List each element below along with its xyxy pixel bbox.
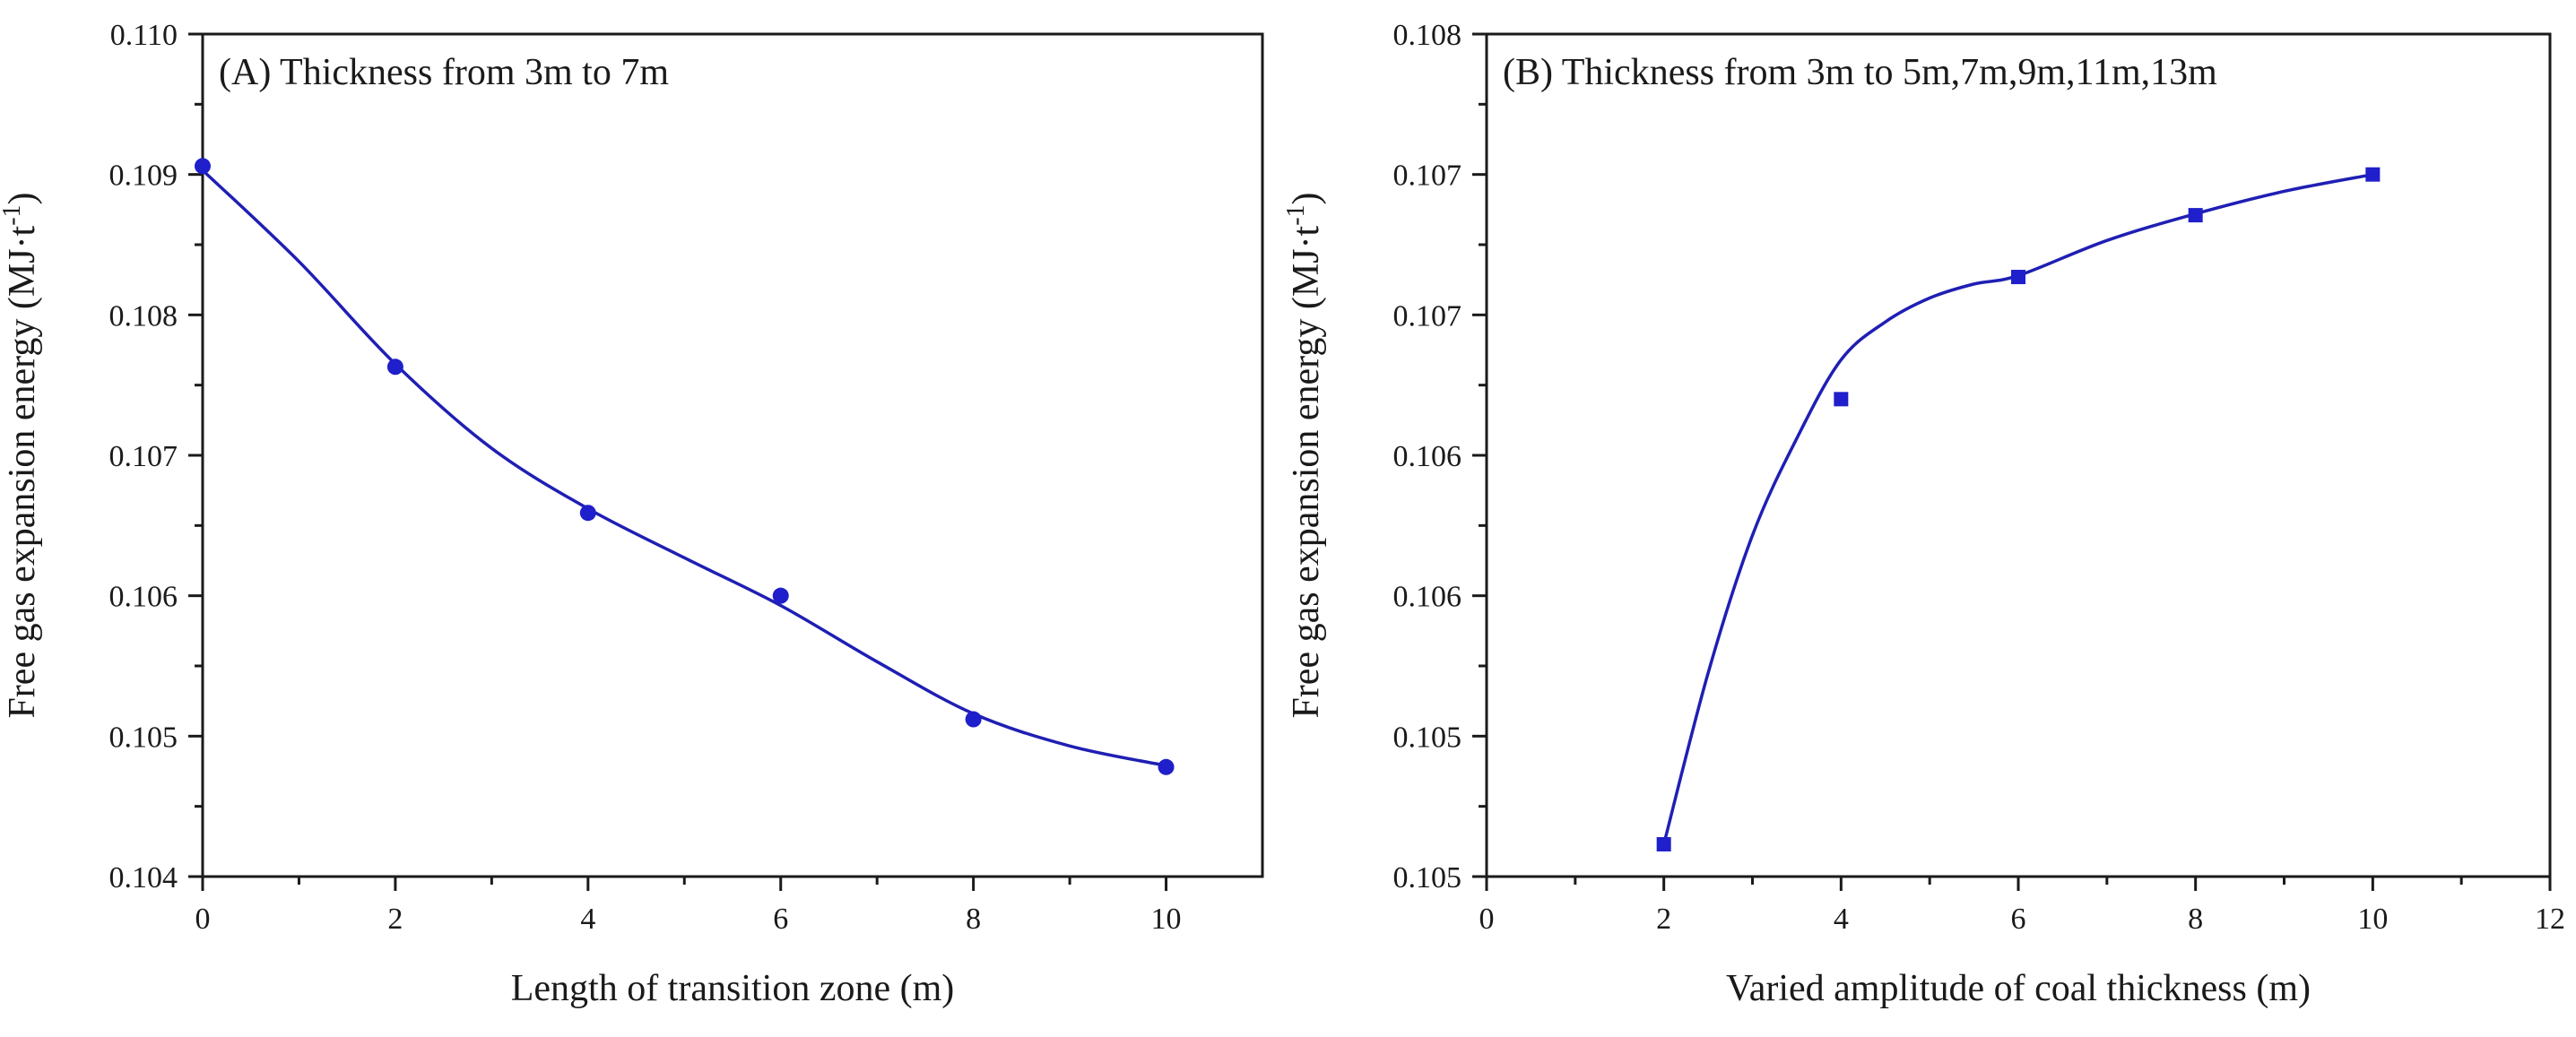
panel-a-y-tick-label: 0.105 — [109, 721, 178, 754]
panel-b-y-tick-label: 0.105 — [1393, 721, 1462, 754]
panel-a-x-tick-label: 4 — [580, 903, 595, 936]
panel-a-panel-label: (A) Thickness from 3m to 7m — [219, 52, 669, 93]
panel-a-plot-frame — [201, 32, 1264, 878]
panel-a-y-tick-label: 0.108 — [109, 299, 178, 333]
panel-a-data-point — [772, 587, 789, 604]
panel-b-data-point — [1834, 392, 1849, 407]
panel-a-x-tick-label: 10 — [1151, 903, 1182, 936]
panel-b-data-point — [2188, 208, 2203, 223]
panel-b-x-tick-label: 10 — [2357, 903, 2388, 936]
panel-a-y-axis-title: Free gas expansion energy (MJ·t-1) — [0, 192, 43, 718]
panel-b-y-tick-label: 0.106 — [1393, 581, 1462, 614]
panel-b-panel-label: (B) Thickness from 3m to 5m,7m,9m,11m,13… — [1503, 52, 2217, 93]
panel-a-data-point — [195, 158, 211, 175]
panel-b-x-tick-label: 8 — [2188, 903, 2203, 936]
panel-b-y-axis-title: Free gas expansion energy (MJ·t-1) — [1282, 192, 1327, 718]
panel-b-y-tick-label: 0.106 — [1393, 440, 1462, 473]
panel-b-y-tick-label: 0.105 — [1393, 861, 1462, 894]
panel-b-y-tick-label: 0.108 — [1393, 19, 1462, 52]
panel-b-chart: 0 2 4 6 8 10 12 0.105 0.105 0.106 0.106 0.107 0.107 0… — [1282, 19, 2565, 1009]
panel-a-y-tick-label: 0.110 — [110, 19, 178, 52]
panel-a-x-tick-label: 0 — [195, 903, 211, 936]
panel-b-x-tick-label: 0 — [1479, 903, 1495, 936]
panel-a-x-tick-label: 6 — [773, 903, 788, 936]
panel-a-data-point — [1158, 758, 1175, 775]
panel-a-data-point — [965, 711, 982, 728]
panel-b-x-axis-title: Varied amplitude of coal thickness (m) — [1726, 968, 2311, 1009]
panel-a-chart: 0 2 4 6 8 10 0.104 0.105 0.106 0.107 0.108 0.109 0.1… — [0, 19, 1264, 1009]
panel-b-y-tick-label: 0.107 — [1393, 160, 1462, 193]
panel-a-x-axis-title: Length of transition zone (m) — [511, 968, 955, 1009]
panel-b-data-point — [2011, 270, 2025, 285]
panel-a-y-tick-label: 0.109 — [109, 160, 178, 193]
panel-b-data-point — [1656, 836, 1671, 851]
panel-a-y-tick-label: 0.106 — [109, 581, 178, 614]
panel-b-data-point — [2365, 167, 2381, 182]
panel-a-fit-line — [201, 169, 1167, 767]
panel-a-y-tick-label: 0.104 — [109, 861, 178, 894]
panel-a-y-tick-label: 0.107 — [109, 440, 178, 473]
panel-b-x-tick-label: 6 — [2011, 903, 2026, 936]
panel-a-x-tick-label: 2 — [387, 903, 403, 936]
panel-b-x-tick-label: 4 — [1834, 903, 1849, 936]
panel-b-y-tick-label: 0.107 — [1393, 299, 1462, 333]
panel-a-data-point — [579, 505, 596, 522]
panel-b-x-tick-label: 2 — [1656, 903, 1671, 936]
panel-a-x-tick-label: 8 — [966, 903, 981, 936]
panel-b-plot-frame — [1485, 32, 2552, 878]
panel-b-x-tick-label: 12 — [2535, 903, 2565, 936]
panel-a-data-point — [386, 359, 403, 376]
